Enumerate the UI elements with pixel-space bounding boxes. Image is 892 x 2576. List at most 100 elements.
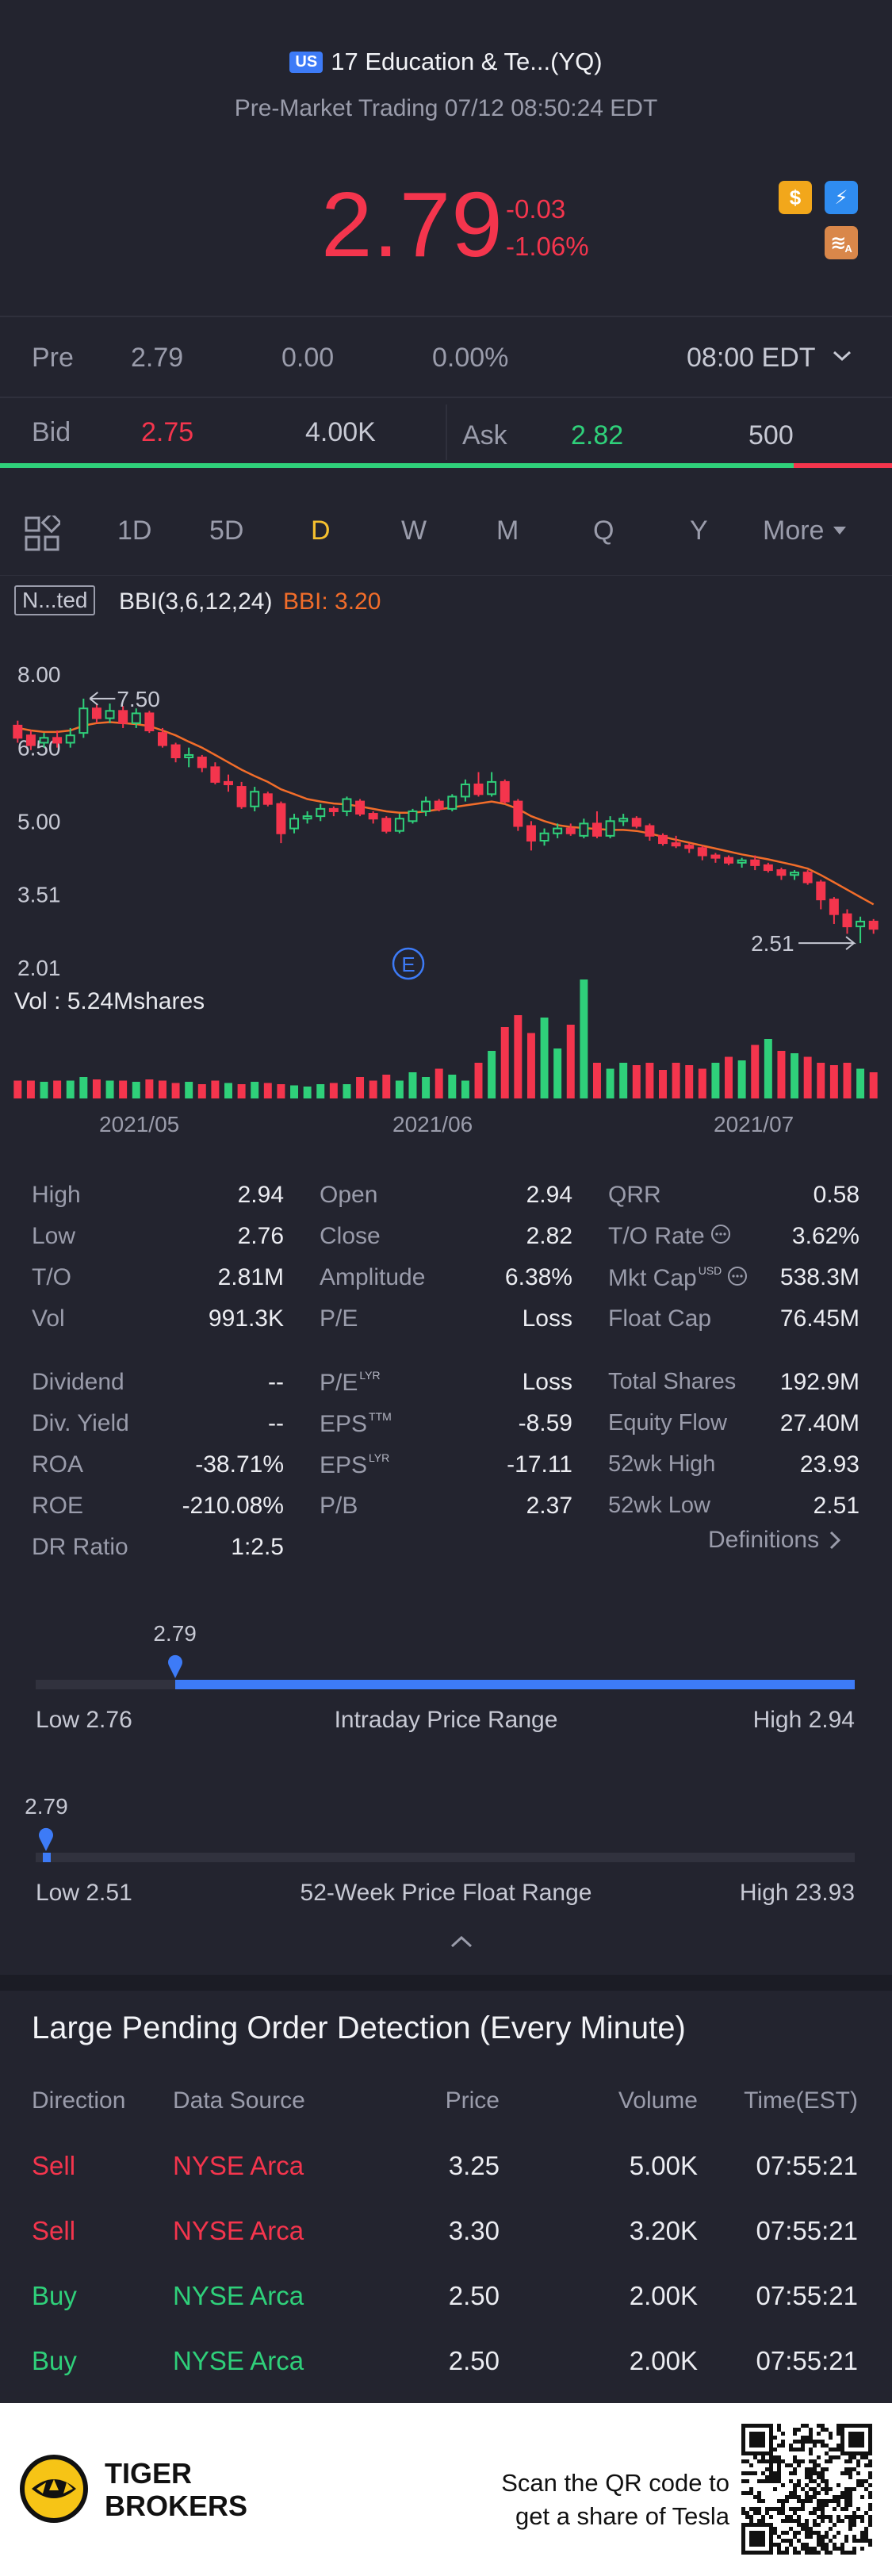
tab-1d[interactable]: 1D — [117, 516, 152, 546]
tab-w[interactable]: W — [401, 516, 427, 546]
candle — [645, 823, 655, 841]
layers-icon[interactable]: ≋ A — [825, 226, 858, 259]
stat-value: 2.51 — [813, 1493, 859, 1519]
stat-label: Close — [320, 1223, 381, 1249]
volume-bar — [843, 1063, 852, 1098]
qr-code[interactable] — [741, 2424, 872, 2555]
candle — [342, 796, 352, 817]
intraday-high: High 2.94 — [752, 1707, 855, 1733]
candle — [316, 803, 326, 822]
grid-layout-icon[interactable] — [24, 516, 60, 552]
stat-label: High — [32, 1182, 81, 1208]
order-source: NYSE Arca — [173, 2151, 304, 2180]
info-icon[interactable] — [710, 1223, 732, 1245]
candle — [565, 823, 576, 836]
tab-y[interactable]: Y — [690, 516, 708, 546]
indicator-value: BBI: 3.20 — [283, 588, 381, 615]
y-tick-label: 3.51 — [17, 882, 61, 907]
flash-icon[interactable]: ⚡ — [825, 181, 858, 214]
volume-bar — [395, 1080, 404, 1098]
stat-value: 538.3M — [779, 1264, 859, 1290]
earnings-event-icon[interactable] — [392, 947, 425, 980]
tab-5d[interactable]: 5D — [209, 516, 244, 546]
candle — [513, 799, 523, 831]
trading-session-status: Pre-Market Trading 07/12 08:50:24 EDT — [234, 95, 658, 121]
stat-label: T/O Rate — [608, 1223, 732, 1250]
chevron-up-icon[interactable] — [449, 1934, 474, 1949]
pre-change: 0.00 — [281, 343, 335, 373]
order-price: 2.50 — [448, 2281, 500, 2310]
stat-label: Low — [32, 1223, 76, 1249]
volume-bar — [435, 1068, 443, 1098]
candle — [157, 727, 167, 748]
tab-d[interactable]: D — [311, 516, 331, 546]
candle — [197, 754, 207, 772]
stat-value: -17.11 — [507, 1451, 572, 1478]
candle — [684, 843, 695, 853]
candle — [302, 811, 312, 824]
bid-label: Bid — [32, 417, 71, 447]
volume-bar — [737, 1060, 746, 1098]
candle — [250, 787, 260, 811]
divider — [0, 316, 892, 317]
order-volume: 2.00K — [629, 2281, 698, 2310]
session-time-selector[interactable]: 08:00 EDT — [687, 343, 852, 374]
candle — [500, 779, 510, 804]
volume-bar — [829, 1065, 838, 1098]
stat-label: EPS TTM — [320, 1410, 392, 1437]
tab-m[interactable]: M — [496, 516, 519, 546]
stock-name[interactable]: 17 Education & Te...(YQ) — [331, 48, 603, 75]
stat-value: 991.3K — [208, 1305, 284, 1332]
candle — [368, 811, 378, 824]
ask-label: Ask — [462, 420, 507, 450]
qr-cta: Scan the QR code to get a share of Tesla — [501, 2469, 729, 2530]
candle — [591, 811, 602, 838]
candle — [539, 828, 549, 846]
stat-label: T/O — [32, 1264, 71, 1290]
stat-label: Equity Flow — [608, 1410, 727, 1436]
volume-bar — [211, 1080, 220, 1098]
intraday-low: Low 2.76 — [36, 1707, 132, 1733]
tab-q[interactable]: Q — [593, 516, 614, 546]
indicator-selector[interactable]: N...ted — [14, 585, 96, 615]
week52-range-track — [36, 1853, 855, 1862]
market-badge: US — [289, 52, 323, 73]
stat-label: ROE — [32, 1493, 84, 1519]
volume-label: Vol : 5.24Mshares — [14, 988, 205, 1014]
volume-bar — [869, 1072, 878, 1098]
dollar-icon[interactable]: $ — [779, 181, 812, 214]
candle — [460, 779, 470, 802]
stat-label: Dividend — [32, 1369, 124, 1395]
volume-bar — [526, 1033, 535, 1098]
candle — [473, 772, 484, 797]
order-price: 2.50 — [448, 2346, 500, 2375]
volume-bar — [619, 1063, 628, 1098]
volume-bar — [580, 979, 588, 1098]
candle — [658, 833, 668, 846]
candle — [13, 720, 23, 743]
stat-label: Open — [320, 1182, 378, 1208]
stock-title: US 17 Education & Te...(YQ) — [0, 48, 892, 76]
candle — [144, 711, 155, 734]
candle — [526, 821, 536, 851]
volume-bar — [659, 1070, 667, 1098]
col-data-source: Data Source — [173, 2087, 305, 2114]
quote-header: US 17 Education & Te...(YQ) Pre-Market Tr… — [0, 0, 892, 316]
definitions-link[interactable]: Definitions — [708, 1527, 841, 1554]
info-icon[interactable] — [726, 1265, 748, 1287]
order-direction: Buy — [32, 2281, 77, 2310]
stat-value: -210.08% — [182, 1493, 284, 1519]
week52-current-price: 2.79 — [25, 1794, 68, 1819]
price-change-percent: -1.06% — [506, 232, 589, 261]
candle — [842, 909, 852, 934]
volume-bar — [356, 1077, 365, 1098]
volume-bar — [777, 1051, 786, 1098]
volume-bar — [329, 1083, 338, 1098]
volume-bar — [158, 1080, 167, 1098]
volume-bar — [408, 1072, 417, 1098]
stat-value: 2.94 — [526, 1182, 572, 1208]
x-tick-label: 2021/06 — [392, 1112, 473, 1137]
tab-more[interactable]: More — [763, 516, 848, 546]
volume-bar — [856, 1068, 865, 1098]
